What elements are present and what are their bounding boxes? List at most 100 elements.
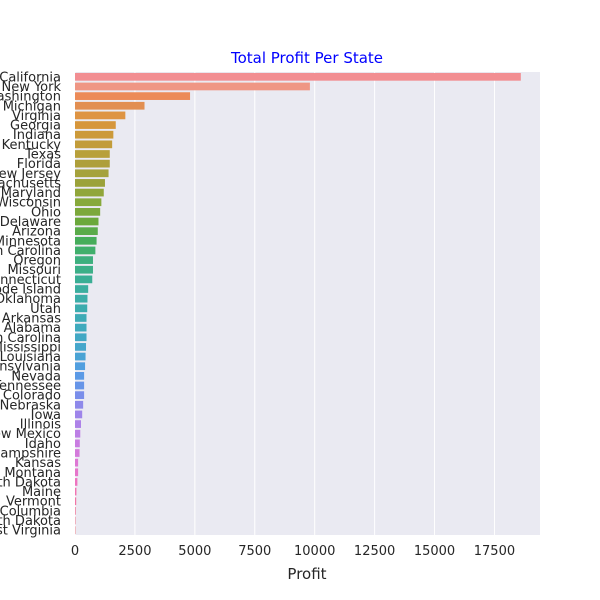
y-tick-label: Rhode Island bbox=[0, 283, 61, 298]
bar bbox=[75, 400, 84, 409]
y-tick-label: Oklahoma bbox=[0, 292, 61, 307]
bar bbox=[75, 439, 80, 448]
bar bbox=[75, 487, 77, 496]
bar bbox=[75, 294, 88, 303]
bar bbox=[75, 323, 87, 332]
y-tick-label: Louisiana bbox=[0, 350, 61, 365]
bar bbox=[75, 101, 145, 110]
y-tick-label: South Dakota bbox=[0, 475, 61, 490]
x-tick-label: 10000 bbox=[294, 544, 335, 559]
y-tick-label: Virginia bbox=[12, 109, 61, 124]
y-tick-label: Idaho bbox=[25, 437, 61, 452]
y-tick-label: Nevada bbox=[11, 369, 61, 384]
bar bbox=[75, 198, 102, 207]
bar bbox=[75, 371, 85, 380]
y-tick-label: District of Columbia bbox=[0, 504, 61, 519]
y-tick-label: Massachusetts bbox=[0, 176, 61, 191]
bar bbox=[75, 169, 109, 178]
y-tick-label: Delaware bbox=[0, 215, 61, 230]
bar bbox=[75, 507, 76, 515]
y-tick-label: Utah bbox=[30, 302, 61, 317]
y-tick-label: Texas bbox=[24, 147, 61, 162]
bar bbox=[75, 526, 76, 535]
y-tick-label: Connecticut bbox=[0, 273, 61, 288]
y-tick-label: Vermont bbox=[6, 495, 61, 510]
bar bbox=[75, 265, 93, 274]
y-tick-label: Indiana bbox=[13, 128, 61, 143]
y-tick-label: South Carolina bbox=[0, 331, 61, 346]
y-tick-label: Pennsylvania bbox=[0, 360, 61, 375]
bar bbox=[75, 381, 85, 390]
bar bbox=[75, 150, 110, 158]
x-tick-label: 7500 bbox=[238, 544, 271, 559]
y-tick-label: Kansas bbox=[15, 456, 61, 471]
bar bbox=[75, 420, 81, 428]
y-tick-label: Oregon bbox=[13, 254, 61, 269]
y-tick-label: Arkansas bbox=[2, 311, 61, 326]
bar bbox=[75, 121, 116, 129]
bar bbox=[75, 458, 79, 467]
x-tick-label: 17500 bbox=[474, 544, 515, 559]
y-tick-label: California bbox=[0, 70, 61, 85]
bar bbox=[75, 188, 104, 197]
chart-title: Total Profit Per State bbox=[230, 49, 383, 67]
bar bbox=[75, 256, 93, 264]
bar bbox=[75, 246, 96, 255]
bar bbox=[75, 217, 99, 226]
y-tick-label: New York bbox=[1, 80, 61, 95]
bar bbox=[75, 92, 191, 100]
bar bbox=[75, 140, 113, 149]
y-tick-label: Nebraska bbox=[0, 398, 61, 413]
bar bbox=[75, 410, 83, 419]
y-tick-label: Minnesota bbox=[0, 234, 61, 249]
y-tick-label: Michigan bbox=[3, 99, 61, 114]
y-tick-label: Colorado bbox=[3, 389, 61, 404]
y-tick-label: Florida bbox=[17, 157, 61, 172]
y-tick-label: Iowa bbox=[31, 408, 61, 423]
bar bbox=[75, 429, 81, 438]
bar bbox=[75, 227, 98, 236]
bar bbox=[75, 449, 80, 457]
bar bbox=[75, 275, 93, 284]
y-tick-label: Arizona bbox=[12, 225, 61, 240]
y-tick-label: Washington bbox=[0, 90, 61, 105]
bar bbox=[75, 516, 76, 525]
bar bbox=[75, 236, 97, 245]
y-tick-label: Kentucky bbox=[2, 138, 62, 153]
bar bbox=[75, 478, 78, 486]
bar bbox=[75, 130, 114, 139]
x-tick-label: 12500 bbox=[354, 544, 395, 559]
y-tick-label: New Jersey bbox=[0, 167, 61, 182]
bar bbox=[75, 497, 77, 506]
y-tick-label: Montana bbox=[4, 466, 61, 481]
bar bbox=[75, 208, 101, 216]
bar bbox=[75, 82, 310, 91]
bar bbox=[75, 72, 521, 81]
bar bbox=[75, 391, 85, 399]
y-tick-label: Maine bbox=[22, 485, 61, 500]
x-tick-label: 5000 bbox=[178, 544, 211, 559]
y-tick-label: Illinois bbox=[20, 418, 61, 433]
bar bbox=[75, 362, 86, 371]
y-tick-label: Missouri bbox=[7, 263, 61, 278]
y-tick-label: Mississippi bbox=[0, 340, 61, 355]
x-tick-label: 15000 bbox=[414, 544, 455, 559]
bar bbox=[75, 179, 105, 187]
bar bbox=[75, 159, 110, 168]
y-tick-label: Ohio bbox=[31, 205, 61, 220]
x-axis-label: Profit bbox=[287, 565, 326, 583]
y-tick-label: North Carolina bbox=[0, 244, 61, 259]
y-tick-label: Maryland bbox=[1, 186, 61, 201]
y-tick-label: Tennessee bbox=[0, 379, 61, 394]
y-tick-label: New Hampshire bbox=[0, 447, 61, 462]
y-tick-label: West Virginia bbox=[0, 524, 61, 539]
y-tick-label: Georgia bbox=[10, 119, 61, 134]
plot-area bbox=[75, 72, 540, 535]
bar bbox=[75, 352, 86, 361]
y-tick-label: New Mexico bbox=[0, 427, 61, 442]
bar bbox=[75, 314, 87, 322]
x-tick-label: 2500 bbox=[118, 544, 151, 559]
bar bbox=[75, 333, 87, 342]
bar bbox=[75, 468, 79, 477]
